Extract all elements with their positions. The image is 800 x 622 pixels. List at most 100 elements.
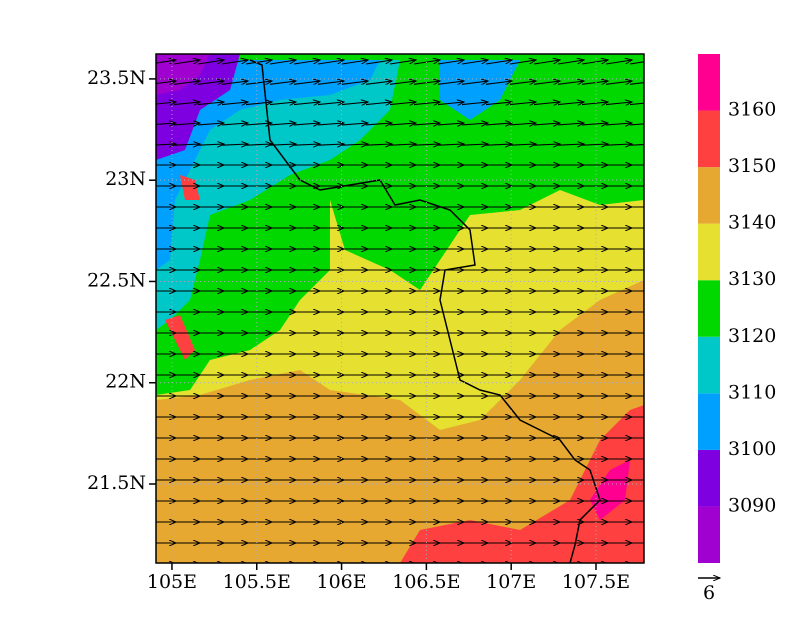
wind-arrow — [533, 81, 560, 84]
wind-arrow — [173, 123, 200, 125]
y-tick-label: 21.5N — [87, 472, 146, 494]
wind-arrow — [437, 102, 464, 105]
wind-arrow — [389, 123, 416, 125]
colorbar-segment — [698, 167, 720, 224]
colorbar-label: 3110 — [728, 381, 776, 403]
wind-arrow — [461, 144, 488, 145]
wind-arrow — [461, 81, 488, 84]
x-tick-label: 106.5E — [392, 571, 460, 593]
wind-arrow — [156, 81, 176, 84]
wind-arrow — [605, 81, 632, 84]
wind-arrow — [485, 60, 512, 65]
wind-arrow — [413, 144, 440, 145]
wind-arrow — [485, 144, 512, 145]
wind-arrow — [173, 102, 200, 105]
wind-arrow — [557, 123, 584, 125]
wind-arrow — [581, 123, 608, 125]
colorbar-segment — [698, 393, 720, 450]
wind-arrow — [461, 123, 488, 125]
wind-arrow — [197, 60, 224, 65]
wind-arrow — [365, 60, 392, 65]
wind-arrow — [605, 123, 632, 125]
wind-arrow — [245, 81, 272, 84]
wind-arrow — [629, 144, 644, 146]
wind-arrow — [317, 144, 344, 145]
wind-arrow — [341, 60, 368, 65]
colorbar-segment — [698, 336, 720, 394]
wind-arrow — [173, 60, 200, 65]
colorbar-segment — [698, 280, 720, 337]
wind-arrow — [221, 81, 248, 84]
wind-arrow — [557, 144, 584, 145]
wind-arrow — [389, 60, 416, 65]
wind-arrow — [437, 123, 464, 125]
wind-arrow — [413, 81, 440, 84]
wind-arrow — [197, 102, 224, 105]
wind-arrow — [605, 144, 632, 145]
wind-arrow — [413, 102, 440, 105]
colorbar-segment — [698, 223, 720, 281]
x-tick-label: 107.5E — [562, 571, 630, 593]
contour-field — [156, 54, 644, 563]
wind-arrow — [269, 102, 296, 105]
y-tick-label: 22.5N — [87, 269, 146, 291]
wind-arrow — [485, 81, 512, 84]
wind-arrow — [533, 144, 560, 145]
wind-arrow — [245, 60, 272, 65]
wind-arrow — [317, 81, 344, 84]
colorbar-segment — [698, 110, 720, 168]
wind-arrow — [461, 102, 488, 105]
wind-arrow — [221, 123, 248, 125]
y-tick-label: 23N — [105, 168, 146, 190]
wind-arrow — [485, 123, 512, 125]
x-tick-label: 107E — [486, 571, 536, 593]
wind-arrow — [293, 102, 320, 105]
wind-arrow — [533, 102, 560, 105]
wind-arrow — [365, 81, 392, 84]
wind-arrow — [245, 123, 272, 125]
colorbar-label: 3160 — [728, 99, 776, 121]
wind-arrow — [197, 144, 224, 145]
wind-arrow — [629, 102, 644, 106]
wind-arrow — [245, 102, 272, 105]
wind-arrow — [341, 144, 368, 145]
reference-vector-label: 6 — [703, 582, 715, 604]
wind-arrow — [557, 60, 584, 65]
wind-arrow — [605, 102, 632, 105]
wind-arrow — [533, 60, 560, 65]
colorbar-segment — [698, 506, 720, 563]
grid — [156, 54, 644, 563]
wind-arrow — [293, 144, 320, 145]
wind-arrow — [437, 144, 464, 145]
colorbar-label: 3130 — [728, 268, 776, 290]
wind-arrow — [293, 123, 320, 125]
wind-arrow — [173, 81, 200, 84]
wind-arrow — [509, 144, 536, 145]
wind-arrow — [509, 81, 536, 84]
wind-arrow — [173, 144, 200, 145]
colorbar-label: 3140 — [728, 212, 776, 234]
wind-arrow — [317, 60, 344, 65]
axes: 105E 105.5E 106E 106.5E 107E 107.5E 21.5N 22N 22… — [87, 67, 630, 593]
wind-arrow — [581, 102, 608, 105]
wind-arrow — [317, 123, 344, 125]
wind-arrow — [269, 60, 296, 65]
x-tick-label: 105.5E — [223, 571, 291, 593]
wind-arrow — [365, 144, 392, 145]
wind-arrow — [389, 81, 416, 84]
wind-arrow — [269, 123, 296, 125]
wind-arrow — [581, 60, 608, 65]
wind-arrow — [509, 102, 536, 105]
wind-arrow — [197, 123, 224, 125]
wind-arrow — [629, 81, 644, 85]
wind-arrow — [413, 123, 440, 125]
wind-arrow — [317, 102, 344, 105]
wind-arrow — [533, 123, 560, 125]
wind-arrow — [341, 102, 368, 105]
wind-arrow — [341, 123, 368, 125]
colorbar-label: 3100 — [728, 438, 776, 460]
wind-arrow — [156, 144, 176, 145]
wind-arrow — [389, 102, 416, 105]
wind-arrow — [581, 144, 608, 145]
wind-arrow — [605, 60, 632, 65]
